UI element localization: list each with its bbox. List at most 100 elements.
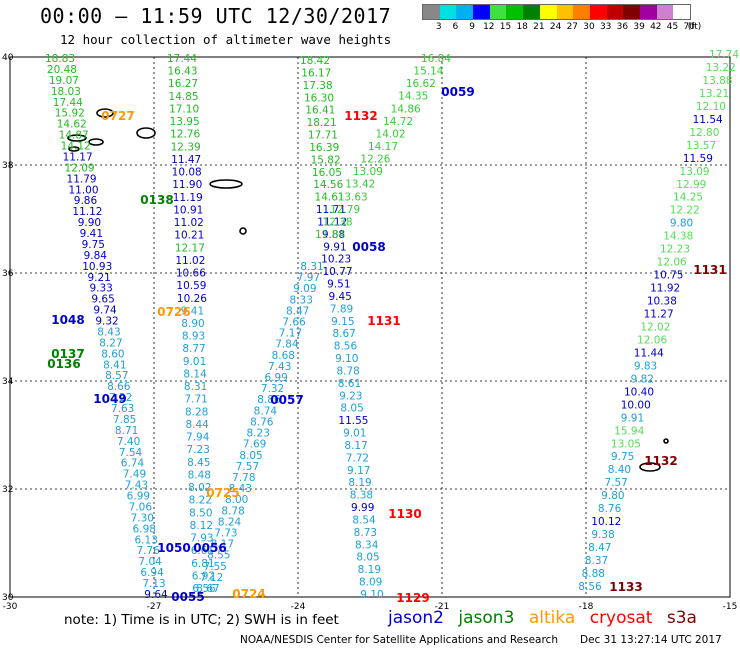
wave-height-value: 8.48 xyxy=(188,469,211,481)
wave-height-value: 8.09 xyxy=(359,577,382,589)
wave-height-value: 17.44 xyxy=(53,97,83,109)
wave-height-value: 8.76 xyxy=(598,503,622,515)
wave-height-value: 10.38 xyxy=(647,296,677,308)
wave-height-value: 7.23 xyxy=(187,444,210,456)
wave-height-value: 15.92 xyxy=(55,108,85,120)
wave-height-value: 13.95 xyxy=(170,116,200,128)
island-outline xyxy=(239,227,247,235)
wave-height-value: 7.78 xyxy=(232,472,255,484)
wave-height-value: 8.22 xyxy=(189,495,212,507)
colorbar-swatch xyxy=(539,5,557,19)
lat-tick-label: 36 xyxy=(2,269,14,279)
wave-height-value: 6.98 xyxy=(133,523,156,535)
wave-height-value: 8.71 xyxy=(115,425,138,437)
wave-height-value: 12.39 xyxy=(171,141,201,153)
pass-time-label: 1132 xyxy=(644,454,677,468)
wave-height-value: 6.81 xyxy=(191,558,214,570)
colorbar-label: 12 xyxy=(483,22,495,32)
wave-height-value: 10.23 xyxy=(321,254,351,266)
wave-height-value: 14.72 xyxy=(383,116,413,128)
wave-height-value: 12.79 xyxy=(330,204,360,216)
wave-height-value: 7.06 xyxy=(129,501,153,513)
pass-time-label: 0138 xyxy=(140,193,173,207)
wave-height-value: 10.40 xyxy=(624,386,654,398)
wave-height-value: 7.69 xyxy=(243,439,266,451)
wave-height-value: 14.62 xyxy=(57,119,87,131)
island-outline xyxy=(68,146,80,152)
wave-height-value: 9.65 xyxy=(91,294,114,306)
wave-height-value: 7.94 xyxy=(186,432,210,444)
wave-height-value: 15.14 xyxy=(413,66,443,78)
wave-height-value: 9.01 xyxy=(343,428,366,440)
axis-labels: -30 -27 -24 -21 -18 -15 40 38 36 34 32 30 xyxy=(2,53,737,612)
footer-date: Dec 31 13:27:14 UTC 2017 xyxy=(580,634,722,646)
wave-height-value: 8.12 xyxy=(190,520,213,532)
wave-height-value: 8.31 xyxy=(300,261,323,273)
wave-height-value: 8.56 xyxy=(334,341,358,353)
wave-height-value: 12.76 xyxy=(170,129,200,141)
colorbar-swatch xyxy=(423,5,440,19)
wave-height-value: 10.77 xyxy=(323,266,353,278)
wave-height-value: 8.68 xyxy=(272,350,295,362)
wave-height-value: 11.47 xyxy=(171,154,201,166)
colorbar-swatch xyxy=(556,5,574,19)
wave-height-value: 12.17 xyxy=(175,242,205,254)
wave-height-value: 10.12 xyxy=(591,516,621,528)
island-outline xyxy=(88,138,104,146)
wave-height-value: 11.27 xyxy=(644,309,674,321)
wave-height-value: 10.91 xyxy=(173,204,203,216)
pass-time-label: 1129 xyxy=(396,591,429,605)
wave-height-value: 18.42 xyxy=(300,55,330,67)
colorbar-swatch xyxy=(439,5,457,19)
wave-height-value: 9.91 xyxy=(323,241,346,253)
island-outline xyxy=(136,127,156,139)
colorbar-swatch xyxy=(456,5,474,19)
colorbar-swatch xyxy=(523,5,540,19)
colorbar-label: 3 xyxy=(435,22,442,32)
lon-tick-label: -18 xyxy=(579,602,594,612)
wave-height-value: 8.43 xyxy=(97,326,120,338)
wave-height-value: 16.30 xyxy=(304,92,334,104)
map-border xyxy=(9,56,731,598)
wave-height-value: 7.13 xyxy=(142,578,165,590)
wave-height-value: 9.23 xyxy=(339,390,362,402)
wave-height-value: 9.09 xyxy=(293,283,316,295)
lat-tick-label: 32 xyxy=(2,485,13,495)
wave-height-value: 9.84 xyxy=(84,250,108,262)
colorbar-label: 39 xyxy=(633,22,645,32)
wave-height-value: 12.02 xyxy=(640,321,670,333)
wave-height-value: 8.50 xyxy=(189,507,212,519)
track-track-a: 18.8320.4819.0718.0317.4415.9214.6214.87… xyxy=(45,53,168,601)
colorbar-swatch xyxy=(623,5,640,19)
wave-height-value: 7.49 xyxy=(123,469,146,481)
pass-time-label: 0059 xyxy=(441,85,474,99)
lat-tick-label: 34 xyxy=(2,377,14,387)
legend-cryosat: cryosat xyxy=(589,608,653,628)
wave-height-value: 7.32 xyxy=(261,383,284,395)
wave-height-value: 18.83 xyxy=(45,53,75,65)
wave-height-value: 11.02 xyxy=(175,255,205,267)
wave-height-value: 16.39 xyxy=(309,142,339,154)
wave-height-value: 8.14 xyxy=(183,368,207,380)
wave-height-value: 8.47 xyxy=(588,542,611,554)
wave-height-value: 15.94 xyxy=(614,425,644,437)
wave-height-value: 12.06 xyxy=(657,257,687,269)
wave-height-value: 6.56 xyxy=(192,583,216,595)
wave-height-value: 8.88 xyxy=(582,568,605,580)
wave-height-value: 11.54 xyxy=(693,114,723,126)
wave-height-value: 7.72 xyxy=(346,452,369,464)
wave-height-value: 17.74 xyxy=(709,49,739,61)
wave-height-value: 7.66 xyxy=(282,317,306,329)
wave-height-value: 14.61 xyxy=(315,192,345,204)
pass-time-label: 0727 xyxy=(101,109,134,123)
wave-height-value: 8.17 xyxy=(344,440,367,452)
wave-height-value: 7.04 xyxy=(138,556,162,568)
wave-height-value: 6.99 xyxy=(264,372,287,384)
wave-height-value: 8.00 xyxy=(225,494,248,506)
wave-height-value: 16.27 xyxy=(168,78,198,90)
colorbar-legend: 3 6 9 12 15 18 21 24 27 30 33 36 39 42 45 70 (ft) xyxy=(422,4,701,34)
wave-height-value: 11.02 xyxy=(174,217,204,229)
wave-height-value: 9.41 xyxy=(80,228,103,240)
wave-height-value: 15.82 xyxy=(311,154,341,166)
wave-height-value: 9.82 xyxy=(631,373,654,385)
